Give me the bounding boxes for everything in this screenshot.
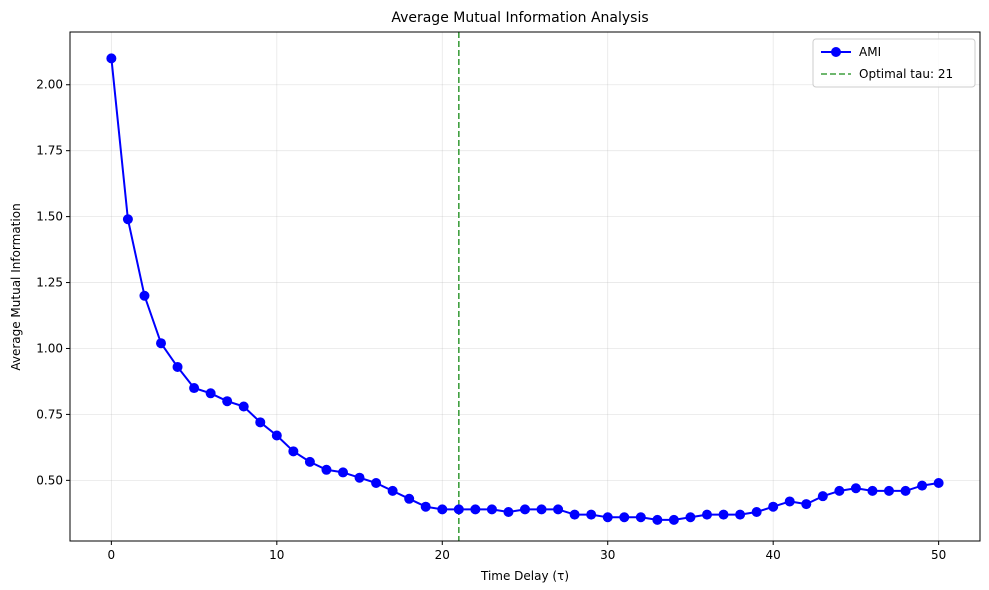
ami-data-point: [933, 477, 944, 488]
ami-data-point: [536, 504, 547, 515]
ami-data-point: [453, 504, 464, 515]
x-tick-label: 20: [435, 548, 450, 562]
legend-box: [812, 38, 976, 88]
y-tick-label: 1.00: [36, 341, 63, 355]
ami-data-point: [304, 456, 315, 467]
ami-data-point: [172, 361, 183, 372]
x-tick-label: 40: [766, 548, 781, 562]
ami-data-point: [751, 506, 762, 517]
ami-data-point: [652, 514, 663, 525]
x-tick-label: 50: [931, 548, 946, 562]
ami-data-point: [768, 501, 779, 512]
ami-data-point: [387, 485, 398, 496]
ami-data-point: [321, 464, 332, 475]
plot-frame: [69, 31, 981, 542]
ami-data-point: [784, 496, 795, 507]
ami-data-point: [619, 512, 630, 523]
y-tick-label: 1.75: [36, 144, 63, 158]
ami-data-point: [420, 501, 431, 512]
ami-data-point: [817, 491, 828, 502]
ami-data-point: [338, 467, 348, 478]
ami-data-point: [735, 509, 746, 520]
ami-data-point: [156, 338, 166, 349]
ami-data-point: [685, 512, 696, 523]
ami-data-point: [222, 396, 233, 407]
y-axis-label: Average Mutual Information: [9, 203, 23, 370]
ami-data-point: [884, 485, 894, 496]
ami-data-point: [271, 430, 282, 441]
ami-data-point: [718, 509, 729, 520]
ami-data-point: [371, 477, 382, 488]
legend-ami-label: AMI: [859, 45, 881, 59]
chart-title: Average Mutual Information Analysis: [391, 10, 648, 26]
x-tick-label: 30: [600, 548, 615, 562]
ami-data-point: [801, 499, 812, 510]
ami-data-point: [255, 417, 266, 428]
ami-data-point: [553, 504, 564, 515]
ami-data-point: [404, 493, 415, 504]
ami-data-point: [354, 472, 365, 483]
grid: [70, 32, 980, 541]
ami-data-point: [288, 446, 299, 457]
ami-data-point: [586, 509, 597, 520]
y-tick-label: 2.00: [36, 78, 63, 92]
legend-ami-marker: [831, 47, 841, 57]
ami-data-point: [602, 512, 613, 523]
ami-data-point: [569, 509, 580, 520]
x-tick-label: 10: [269, 548, 284, 562]
series-layer: [106, 53, 944, 525]
ami-data-point: [503, 506, 514, 517]
ami-data-point: [702, 509, 712, 520]
ami-data-point: [867, 485, 878, 496]
ami-data-point: [205, 388, 216, 399]
x-tick-label: 0: [108, 548, 116, 562]
ami-data-point: [850, 483, 861, 494]
y-axis-ticks: 0.50 0.75 1.00 1.25 1.50 1.75 2.00: [36, 78, 70, 487]
ami-data-point: [834, 485, 845, 496]
ami-data-point: [635, 512, 646, 523]
ami-data-point: [189, 383, 200, 394]
ami-data-point: [139, 290, 150, 301]
ami-data-point: [668, 514, 679, 525]
ami-data-point: [470, 504, 481, 515]
ami-data-point: [486, 504, 497, 515]
y-tick-label: 1.25: [36, 276, 63, 290]
y-tick-label: 0.50: [36, 473, 63, 487]
legend-tau-label: Optimal tau: 21: [859, 67, 953, 81]
x-axis-label: Time Delay (τ): [480, 569, 569, 583]
ami-data-point: [520, 504, 530, 515]
y-tick-label: 0.75: [36, 407, 63, 421]
ami-data-point: [122, 214, 133, 225]
ami-data-point: [437, 504, 448, 515]
x-axis-ticks: 0 10 20 30 40 50: [108, 541, 946, 562]
ami-data-point: [106, 53, 117, 64]
ami-data-point: [900, 485, 911, 496]
ami-data-point: [238, 401, 249, 412]
y-tick-label: 1.50: [36, 210, 63, 224]
ami-data-point: [917, 480, 928, 491]
legend: AMI Optimal tau: 21: [812, 38, 976, 88]
